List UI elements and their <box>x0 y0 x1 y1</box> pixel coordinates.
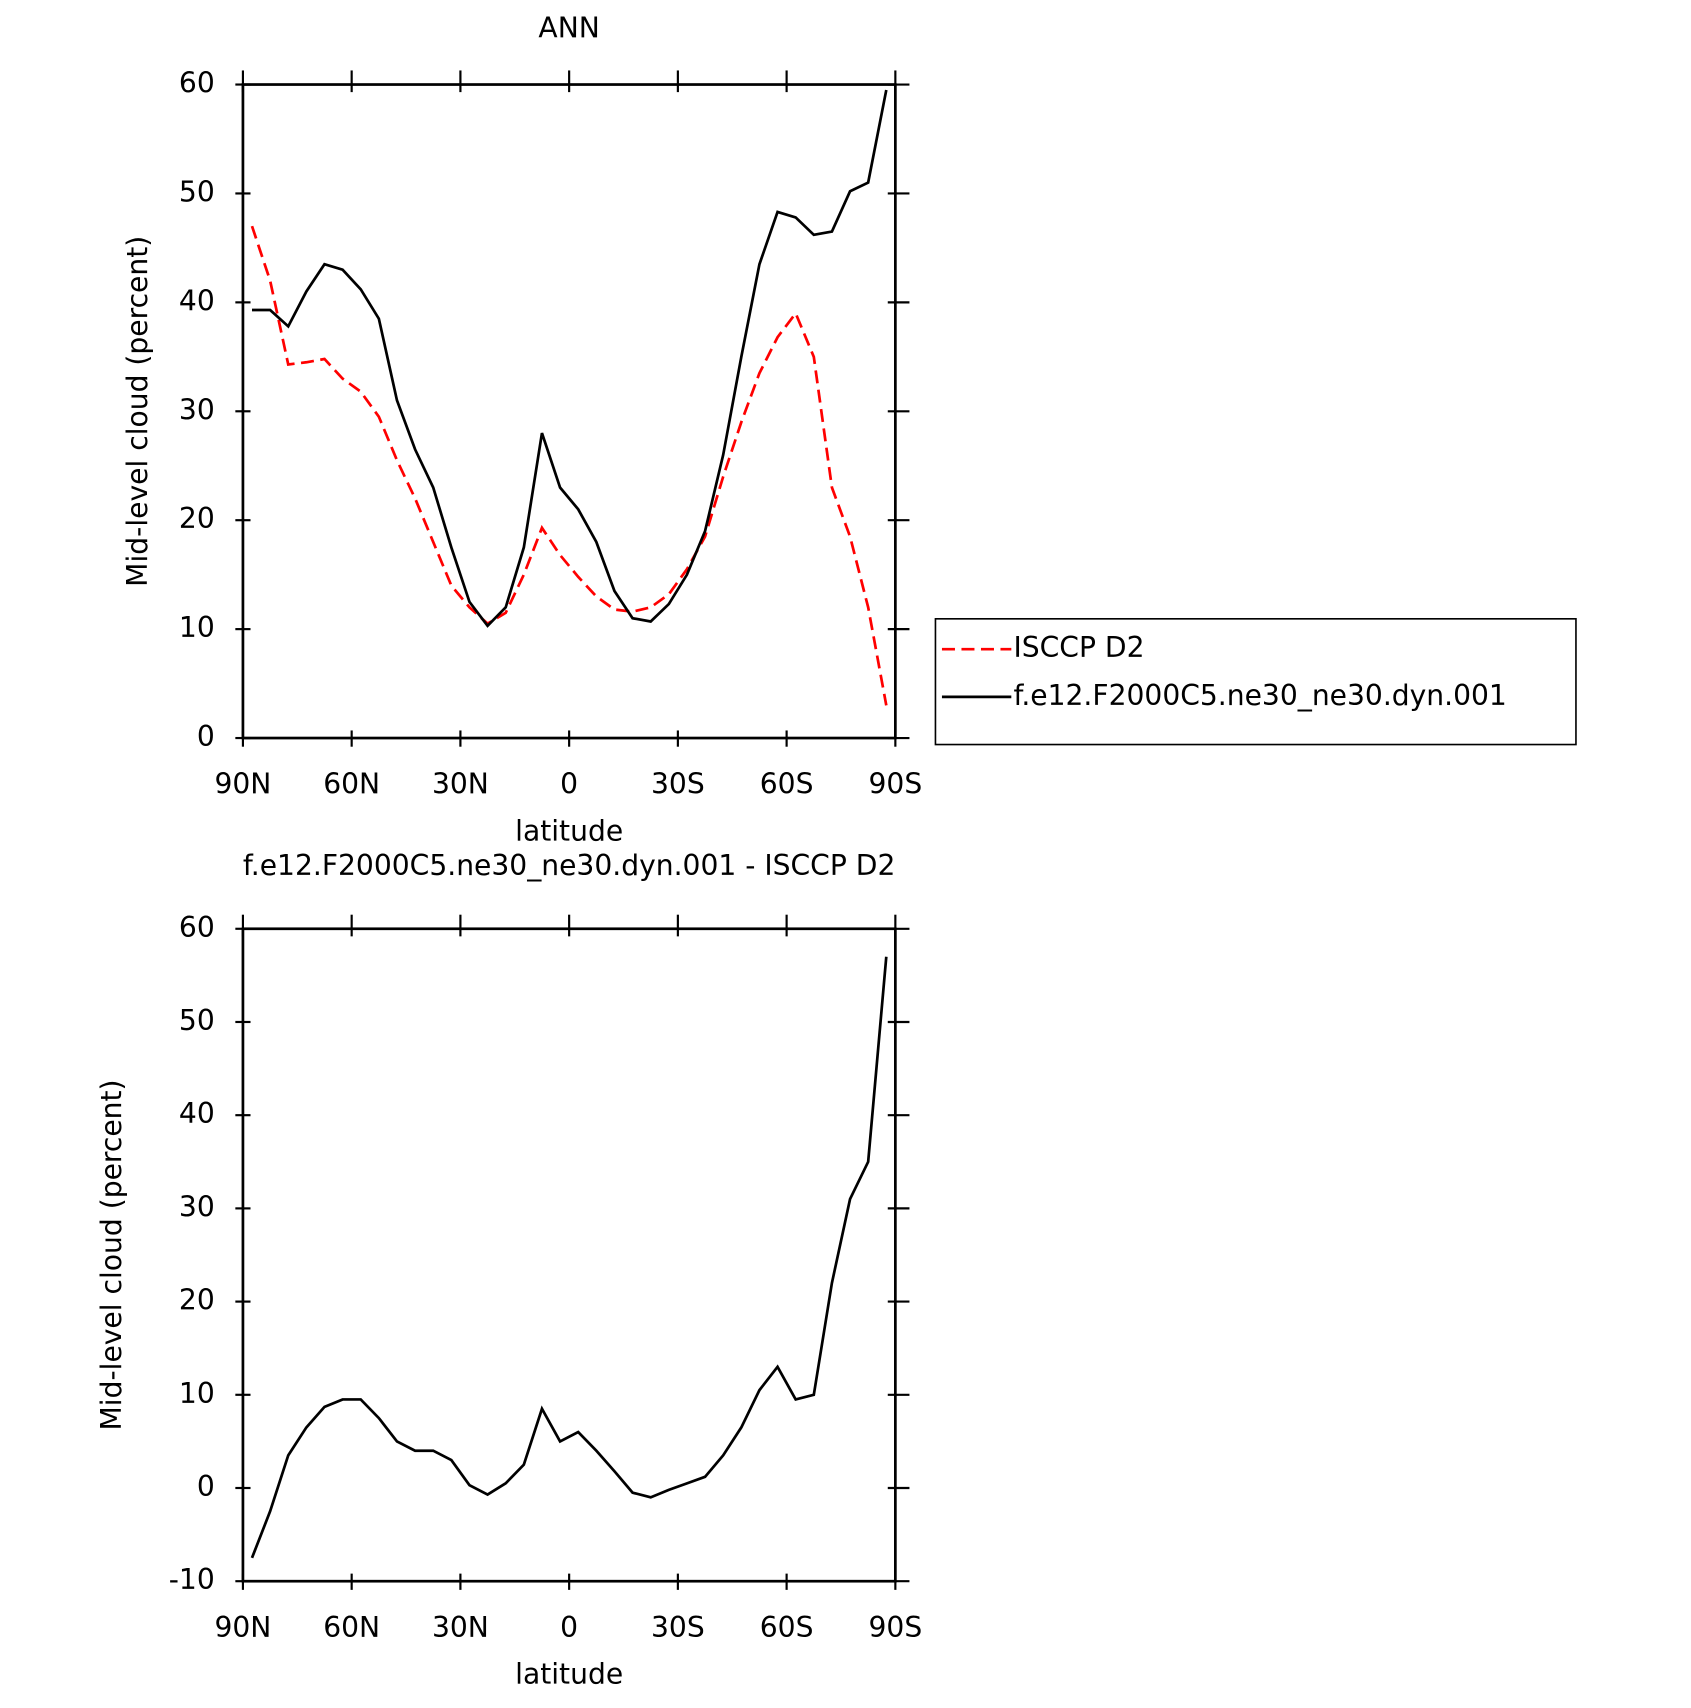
data-line <box>251 89 888 628</box>
y-tick-label: 0 <box>197 1470 215 1503</box>
y-tick-label: 30 <box>179 393 215 426</box>
legend-box <box>934 618 1577 746</box>
x-tick-label: 30S <box>651 1611 705 1644</box>
x-tick-label: 90S <box>869 1611 923 1644</box>
y-tick-label: 30 <box>179 1190 215 1223</box>
y-tick-label: 50 <box>179 1004 215 1037</box>
y-tick-label: 40 <box>179 1097 215 1130</box>
y-tick-label: 0 <box>197 720 215 753</box>
x-axis-label: latitude <box>515 1657 623 1690</box>
y-tick-label: 60 <box>179 67 215 100</box>
x-tick-label: 60N <box>323 768 380 801</box>
y-tick-label: 20 <box>179 1284 215 1317</box>
x-tick-label: 60S <box>760 768 814 801</box>
y-tick-label: 60 <box>179 911 215 944</box>
x-tick-label: 0 <box>560 1611 578 1644</box>
x-tick-label: 0 <box>560 768 578 801</box>
x-tick-label: 90S <box>869 768 923 801</box>
x-tick-label: 60S <box>760 1611 814 1644</box>
plot-frame <box>241 927 897 1583</box>
y-tick-label: 40 <box>179 284 215 317</box>
chart-title: f.e12.F2000C5.ne30_ne30.dyn.001 - ISCCP … <box>243 849 895 882</box>
x-axis-label: latitude <box>515 814 623 847</box>
x-tick-label: 30N <box>432 768 489 801</box>
legend-label: f.e12.F2000C5.ne30_ne30.dyn.001 <box>1013 679 1506 712</box>
chart-title: ANN <box>538 11 599 44</box>
y-tick-label: -10 <box>169 1563 215 1596</box>
legend-label: ISCCP D2 <box>1013 631 1144 664</box>
y-axis-label: Mid-level cloud (percent) <box>95 1079 128 1430</box>
x-tick-label: 90N <box>214 1611 271 1644</box>
y-tick-label: 20 <box>179 502 215 535</box>
x-tick-label: 30S <box>651 768 705 801</box>
data-line <box>250 225 888 706</box>
y-tick-label: 10 <box>179 611 215 644</box>
y-axis-label: Mid-level cloud (percent) <box>121 236 154 587</box>
x-tick-label: 30N <box>432 1611 489 1644</box>
x-tick-label: 60N <box>323 1611 380 1644</box>
plot-frame <box>241 83 897 740</box>
data-line <box>250 956 888 1559</box>
y-tick-label: 10 <box>179 1377 215 1410</box>
y-tick-label: 50 <box>179 175 215 208</box>
x-tick-label: 90N <box>214 768 271 801</box>
